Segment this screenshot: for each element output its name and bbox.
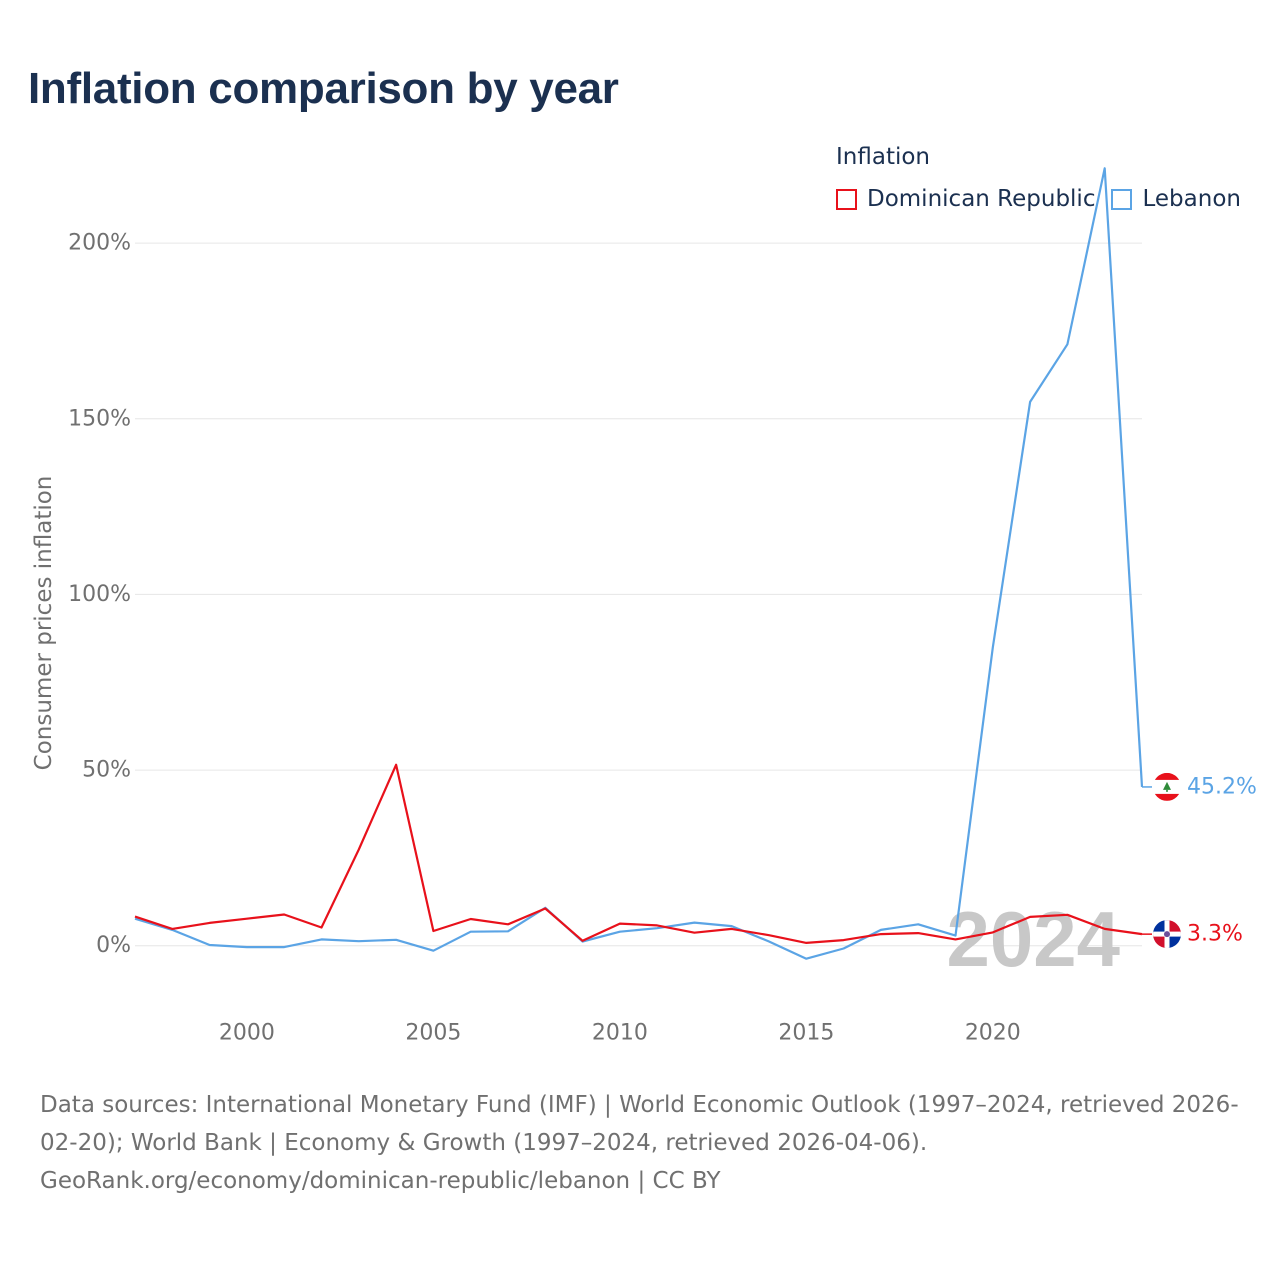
lebanon-flag-icon xyxy=(1153,772,1181,801)
x-tick-label: 2010 xyxy=(592,1021,648,1046)
y-tick-label: 100% xyxy=(68,582,131,607)
legend-item-dominican-republic[interactable]: Dominican Republic xyxy=(836,186,1095,212)
dominican-republic-flag-icon xyxy=(1153,920,1181,949)
year-watermark: 2024 xyxy=(946,895,1120,983)
source-note: Data sources: International Monetary Fun… xyxy=(40,1086,1250,1200)
x-tick-label: 2000 xyxy=(219,1021,275,1046)
y-axis-ticks: 0% 50% 100% 150% 200% xyxy=(68,231,131,959)
legend: Dominican Republic Lebanon xyxy=(836,186,1241,212)
x-axis-ticks: 2000 2005 2010 2015 2020 xyxy=(219,1021,1021,1046)
chart-title: Inflation comparison by year xyxy=(28,64,619,113)
legend-label-lebanon: Lebanon xyxy=(1142,186,1241,212)
end-label-dominican-republic: 3.3% xyxy=(1187,922,1243,947)
series-line-lebanon xyxy=(134,167,1144,960)
x-tick-label: 2015 xyxy=(778,1021,834,1046)
source-citation: Data sources: International Monetary Fun… xyxy=(40,1092,1239,1156)
end-label-lebanon: 45.2% xyxy=(1187,774,1257,799)
x-tick-label: 2005 xyxy=(405,1021,461,1046)
y-tick-label: 200% xyxy=(68,231,131,256)
legend-item-lebanon[interactable]: Lebanon xyxy=(1111,186,1241,212)
legend-swatch-lebanon xyxy=(1111,188,1133,210)
series-line-dominican-republic xyxy=(134,763,1143,945)
legend-label-dominican-republic: Dominican Republic xyxy=(867,186,1096,212)
y-axis-label: Consumer prices inflation xyxy=(31,476,57,771)
gridlines xyxy=(135,242,1142,947)
x-tick-label: 2020 xyxy=(965,1021,1021,1046)
source-url: GeoRank.org/economy/dominican-republic/l… xyxy=(40,1168,721,1194)
legend-title: Inflation xyxy=(836,144,930,170)
y-tick-label: 50% xyxy=(82,758,131,783)
end-labels: 45.2% 3.3% xyxy=(1142,772,1257,949)
legend-swatch-dominican-republic xyxy=(836,188,857,210)
y-tick-label: 0% xyxy=(96,933,131,958)
series-lines xyxy=(134,167,1144,960)
y-tick-label: 150% xyxy=(68,406,131,431)
